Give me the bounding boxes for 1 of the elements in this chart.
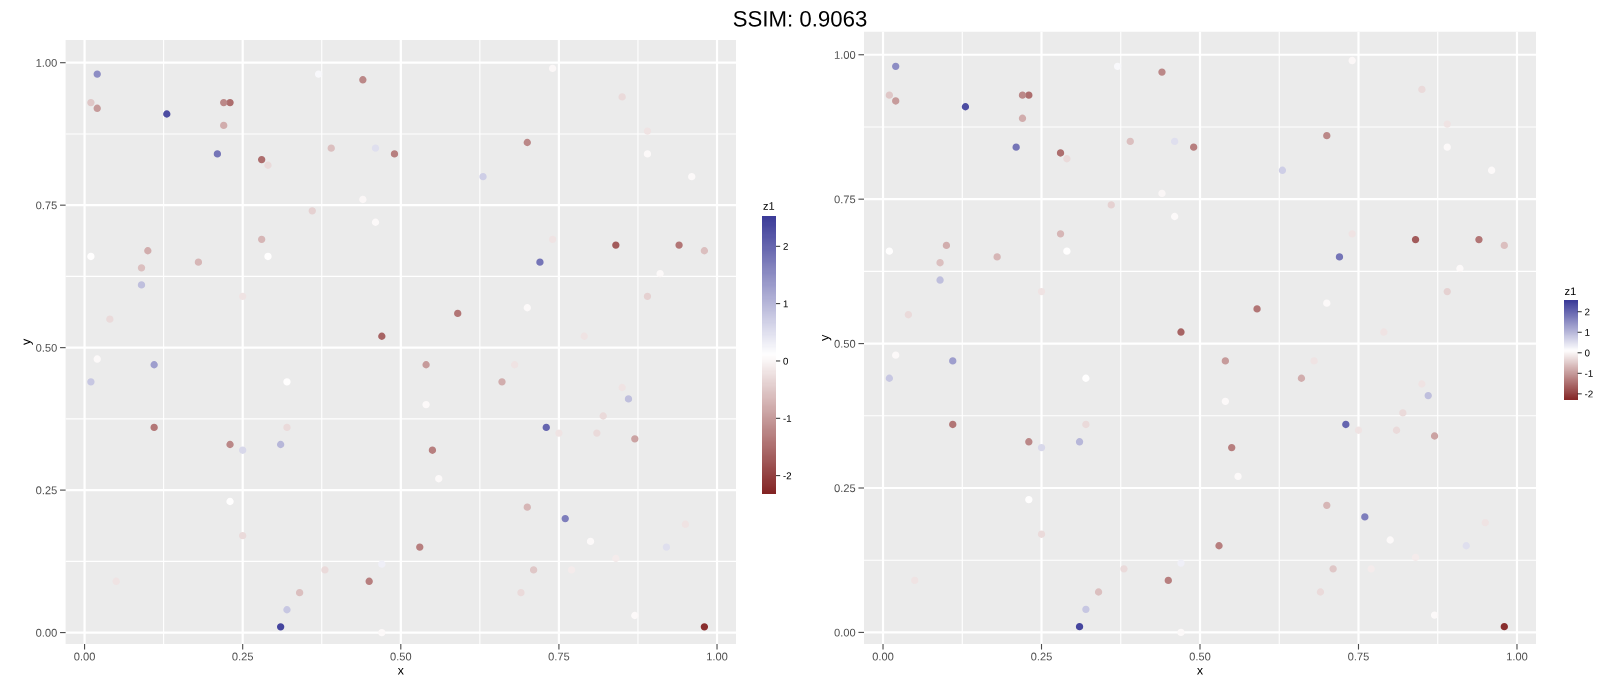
text: SSIM: 0.9063	[733, 10, 867, 27]
